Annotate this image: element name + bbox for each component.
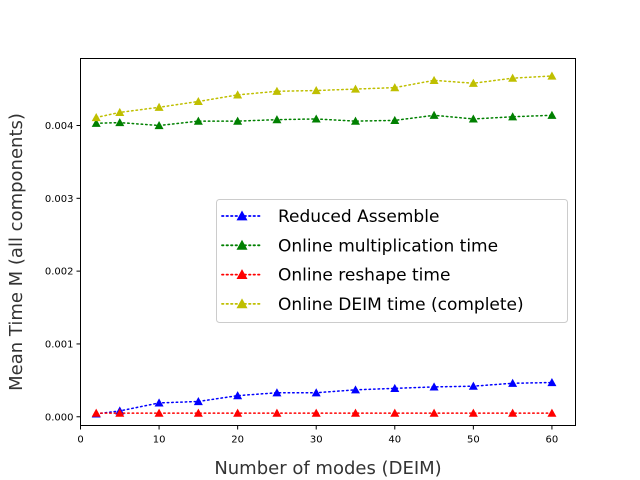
x-tick-label: 40 [388,435,401,446]
data-point [233,391,243,400]
y-tick-label: 0.003 [45,194,74,205]
data-point [429,408,439,417]
data-point [351,84,360,93]
data-point [351,408,360,417]
data-point [468,78,478,87]
series-4 [91,71,557,122]
data-point [272,408,282,417]
series-3 [91,408,557,417]
data-point [233,408,243,417]
data-point [154,398,164,407]
data-point [508,378,518,387]
legend-item: Online DEIM time (complete) [221,295,524,315]
data-point [390,83,400,92]
data-point [351,116,360,125]
series-2 [91,110,557,130]
data-point [154,408,164,417]
series-line [95,75,553,119]
data-point [233,116,243,125]
data-point [429,75,439,84]
x-tick-label: 50 [467,435,480,446]
data-point [508,408,518,417]
legend-marker [236,269,248,279]
data-point [390,408,400,417]
axis-ticks: 0 10 20 30 40 50 60 0.000 0.001 0.002 0.003 0.004 [45,121,558,446]
x-tick-label: 60 [546,435,559,446]
plot-area-frame [80,58,576,426]
series-group [91,71,557,418]
data-point [429,110,439,119]
y-tick-label: 0.004 [45,121,74,132]
data-point [311,86,321,95]
x-axis-label: Number of modes (DEIM) [214,458,441,479]
data-point [91,118,101,127]
legend-label: Reduced Assemble [278,207,439,227]
data-point [115,107,125,116]
data-point [390,115,400,124]
data-point [468,381,478,390]
data-point [115,118,125,127]
data-point [468,408,478,417]
series-1 [91,378,557,418]
data-point [154,102,164,111]
legend-box [216,199,568,323]
series-line [95,381,553,415]
legend-label: Online DEIM time (complete) [278,295,524,315]
data-point [272,115,282,124]
data-point [311,388,321,397]
data-point [91,408,101,417]
data-point [311,114,321,123]
legend-label: Online multiplication time [278,236,498,256]
data-point [351,385,360,394]
data-point [272,388,282,397]
data-point [390,383,400,392]
legend-item: Reduced Assemble [221,207,439,227]
x-tick-label: 10 [153,435,166,446]
legend-item: Online multiplication time [221,236,498,256]
legend-label: Online reshape time [278,266,450,286]
data-point [154,120,164,130]
data-point [233,90,243,99]
series-line [95,114,553,127]
data-point [311,408,321,417]
legend: Reduced Assemble Online multiplication ti… [216,199,568,323]
y-axis-label: Mean Time M (all components) [6,113,27,391]
y-tick-label: 0.000 [45,412,74,423]
data-point [193,96,203,106]
x-tick-label: 0 [77,435,83,446]
data-point [508,112,518,121]
legend-marker [236,210,248,221]
data-point [468,114,478,123]
legend-item: Online reshape time [221,266,450,286]
data-point [429,382,439,391]
data-point [91,112,101,122]
data-point [193,116,203,125]
data-point [193,396,203,406]
data-point [547,71,557,80]
y-tick-label: 0.002 [45,267,74,278]
data-point [547,378,557,387]
data-point [272,86,282,95]
x-tick-label: 20 [231,435,244,446]
legend-marker [236,298,248,309]
y-tick-label: 0.001 [45,339,74,350]
x-tick-label: 30 [310,435,323,446]
data-point [508,73,518,82]
data-point [547,110,557,119]
legend-marker [236,239,248,250]
data-point [547,408,557,417]
data-point [115,408,125,417]
data-point [193,408,203,417]
